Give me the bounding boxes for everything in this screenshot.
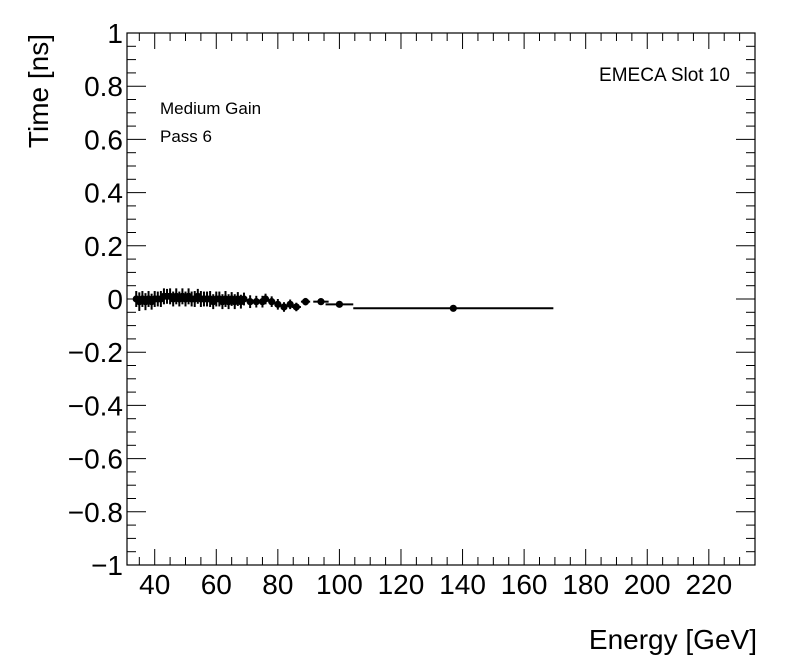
point-marker [335, 300, 344, 308]
point-marker [268, 298, 276, 306]
x-tick-label: 80 [262, 569, 293, 600]
data-point [274, 299, 282, 310]
data-point [353, 304, 554, 312]
data-point [325, 300, 354, 308]
data-points [132, 288, 554, 312]
x-tick-label: 200 [624, 569, 671, 600]
data-point [178, 288, 187, 305]
x-tick-label: 160 [501, 569, 548, 600]
data-point [300, 297, 311, 306]
point-marker [274, 300, 282, 308]
y-tick-label: −0.8 [68, 497, 123, 528]
y-tick-label: 0.2 [84, 231, 123, 262]
x-tick-label: 100 [316, 569, 363, 600]
x-tick-label: 120 [378, 569, 425, 600]
data-point [280, 302, 288, 312]
axis-ticks [127, 32, 756, 566]
y-tick-label: −0.2 [68, 337, 123, 368]
data-point [291, 302, 301, 312]
plot-frame [126, 32, 756, 566]
point-marker [252, 298, 260, 306]
tick-labels: 40 60 80 100 120 140 160 180 200 220 −1 −0.8 −0.6 −0.… [68, 18, 732, 600]
x-tick-label: 220 [685, 569, 732, 600]
point-marker [261, 295, 270, 303]
x-axis-label: Energy [GeV] [589, 624, 757, 655]
point-marker [317, 298, 325, 306]
y-axis-label: Time [ns] [23, 34, 54, 148]
point-marker [449, 304, 457, 312]
pass-annotation: Pass 6 [160, 127, 212, 146]
x-tick-label: 60 [201, 569, 232, 600]
point-marker [280, 303, 288, 311]
y-tick-label: 0 [107, 284, 123, 315]
y-tick-label: 0.4 [84, 178, 123, 209]
y-tick-label: −1 [91, 550, 123, 581]
y-tick-label: 0.8 [84, 71, 123, 102]
x-tick-label: 140 [439, 569, 486, 600]
point-marker [301, 298, 310, 306]
data-point [268, 296, 276, 307]
y-tick-label: 0.6 [84, 124, 123, 155]
point-marker [246, 298, 254, 306]
gain-annotation: Medium Gain [160, 99, 261, 118]
y-tick-label: −0.6 [68, 444, 123, 475]
data-point [252, 295, 260, 308]
y-tick-label: 1 [107, 18, 123, 49]
x-tick-label: 180 [562, 569, 609, 600]
slot-annotation: EMECA Slot 10 [599, 65, 730, 86]
data-point [313, 298, 329, 306]
data-point [261, 293, 270, 305]
point-marker [240, 295, 248, 303]
data-point [246, 295, 254, 309]
x-tick-label: 40 [139, 569, 170, 600]
y-tick-label: −0.4 [68, 390, 123, 421]
data-point [240, 292, 248, 306]
point-marker [292, 303, 300, 311]
